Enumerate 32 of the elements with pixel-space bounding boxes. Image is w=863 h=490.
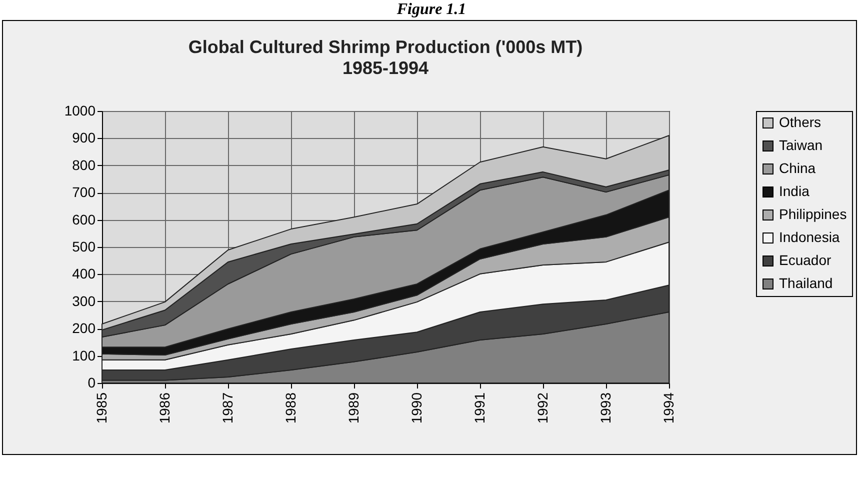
x-tick-label: 1987	[220, 392, 236, 424]
y-tick-label: 300	[72, 292, 96, 309]
legend-label: Indonesia	[779, 229, 840, 245]
legend-label: Ecuador	[779, 252, 832, 268]
legend-label: Taiwan	[779, 137, 823, 153]
y-tick-label: 100	[72, 347, 96, 364]
y-tick-label: 900	[72, 130, 96, 146]
y-tick-label: 200	[72, 320, 96, 336]
x-tick-label: 1991	[472, 392, 488, 424]
x-tick-label: 1994	[660, 392, 676, 424]
y-tick-label: 400	[72, 266, 96, 282]
x-tick-label: 1986	[156, 392, 172, 424]
chart-subtitle: 1985-1994	[342, 58, 429, 78]
y-tick-label: 700	[72, 184, 96, 200]
legend-label: Thailand	[779, 275, 833, 291]
chart-title: Global Cultured Shrimp Production ('000s MT)	[188, 37, 583, 57]
legend-label: Others	[779, 114, 822, 130]
y-tick-label: 1000	[64, 102, 96, 118]
y-tick-label: 500	[72, 238, 96, 254]
x-tick-label: 1988	[282, 392, 298, 424]
legend-label: India	[779, 183, 810, 199]
caption: Figure 1.1	[396, 0, 468, 20]
x-tick-label: 1992	[534, 392, 550, 424]
x-tick-label: 1990	[408, 392, 424, 424]
legend-label: Philippines	[779, 206, 847, 222]
y-tick-label: 600	[72, 211, 96, 228]
x-tick-label: 1989	[346, 392, 362, 424]
legend-label: China	[779, 160, 816, 176]
y-tick-label: 800	[72, 156, 96, 173]
y-tick-label: 0	[88, 374, 96, 390]
x-tick-label: 1985	[94, 392, 110, 424]
x-tick-label: 1993	[598, 392, 614, 424]
